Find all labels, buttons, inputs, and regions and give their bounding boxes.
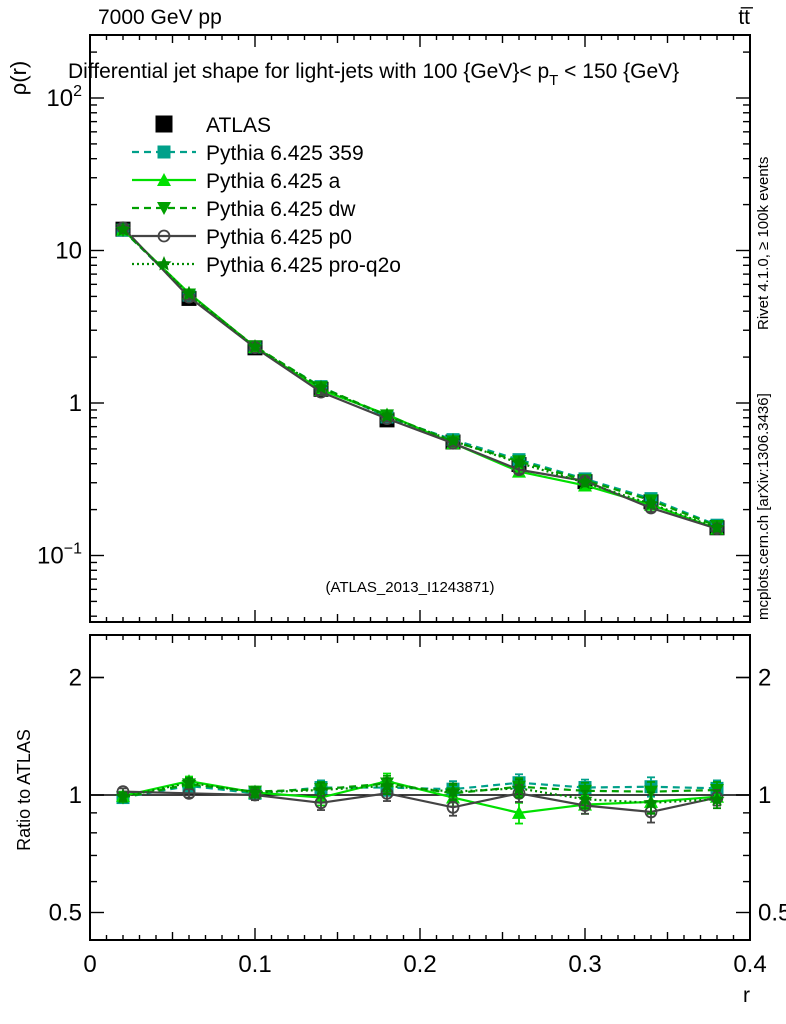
rivet-version-label: Rivet 4.1.0, ≥ 100k events <box>755 157 772 330</box>
legend-label: Pythia 6.425 dw <box>206 198 356 221</box>
x-tick-label: 0.2 <box>403 951 436 978</box>
legend-label: Pythia 6.425 a <box>206 170 341 193</box>
x-tick-labels: 0 0.1 0.2 0.3 0.4 <box>83 951 766 978</box>
legend-item-atlas[interactable]: ATLAS <box>155 114 271 137</box>
data-marker-star <box>156 256 172 271</box>
ratio-tick-label: 2 <box>69 665 82 692</box>
y-tick-label: 10−1 <box>37 541 82 570</box>
data-marker-star <box>445 432 461 448</box>
legend-label: ATLAS <box>206 114 271 137</box>
analysis-watermark: (ATLAS_2013_I1243871) <box>325 579 494 596</box>
data-marker-star <box>643 495 659 511</box>
ratio-tick-label: 1 <box>69 782 82 809</box>
plot-title: Differential jet shape for light-jets wi… <box>68 60 679 89</box>
data-marker-triangle-up <box>157 173 171 186</box>
data-marker-star <box>247 784 263 799</box>
legend-item-pythia-6-425-dw[interactable]: Pythia 6.425 dw <box>132 198 356 221</box>
data-marker-star <box>379 777 395 793</box>
legend[interactable]: ATLAS Pythia 6.425 359 Pythia 6.425 a Pythi… <box>132 114 401 277</box>
data-marker-star <box>445 783 461 799</box>
x-tick-label: 0.1 <box>238 951 271 978</box>
x-tick-label: 0 <box>83 951 96 978</box>
legend-label: Pythia 6.425 pro-q2o <box>206 254 401 277</box>
ratio-tick-label: 0.5 <box>49 900 82 927</box>
ratio-tick-label-right: 2 <box>758 665 771 692</box>
legend-label: Pythia 6.425 p0 <box>206 226 352 249</box>
legend-item-pythia-6-425-p0[interactable]: Pythia 6.425 p0 <box>132 226 352 249</box>
series-pythia-6-425-pro-q2o <box>115 221 725 535</box>
legend-item-pythia-6-425-pro-q2o[interactable]: Pythia 6.425 pro-q2o <box>132 254 401 277</box>
main-panel-frame <box>89 34 751 623</box>
legend-item-pythia-6-425-359[interactable]: Pythia 6.425 359 <box>132 142 364 165</box>
data-marker-triangle-up <box>512 805 526 819</box>
ratio-y-tick-labels: 2 2 1 1 0.5 0.5 <box>49 665 786 927</box>
data-marker-star <box>709 519 725 535</box>
y-axis-title: ρ(r) <box>6 61 31 96</box>
mcplots-source-label: mcplots.cern.ch [arXiv:1306.3436] <box>755 393 772 620</box>
ratio-panel-series <box>115 772 725 825</box>
data-marker-star <box>313 781 329 797</box>
main-panel-series <box>115 221 725 536</box>
ratio-series-pythia-6-425-p0 <box>116 784 724 824</box>
process-label: tt̅ <box>738 6 754 29</box>
ratio-tick-label-right: 1 <box>758 782 771 809</box>
data-marker-square <box>157 145 171 159</box>
data-marker-triangle-down <box>157 202 171 215</box>
data-marker-star <box>313 379 329 395</box>
data-marker-star <box>577 791 593 806</box>
data-marker-star <box>577 474 593 490</box>
ratio-panel-ticks <box>89 635 751 940</box>
data-marker-star <box>379 408 395 423</box>
beam-energy-label: 7000 GeV pp <box>98 6 222 29</box>
data-marker-star <box>247 338 263 354</box>
x-tick-label: 0.4 <box>733 951 766 978</box>
data-marker-star <box>181 774 197 790</box>
data-marker-star <box>115 788 131 804</box>
ratio-series-pythia-6-425-a <box>116 772 724 825</box>
y-tick-label: 102 <box>46 83 82 112</box>
ratio-line <box>122 781 718 804</box>
legend-item-pythia-6-425-a[interactable]: Pythia 6.425 a <box>132 170 341 193</box>
ratio-line <box>122 790 718 814</box>
data-marker-circle <box>446 800 460 814</box>
y-tick-label: 10 <box>55 238 82 265</box>
series-line <box>122 226 718 530</box>
legend-label: Pythia 6.425 359 <box>206 142 364 165</box>
main-y-tick-labels: 102 10 1 10−1 <box>37 83 82 570</box>
ratio-tick-label-right: 0.5 <box>758 900 786 927</box>
ratio-line <box>122 781 718 799</box>
ratio-series-pythia-6-425-pro-q2o <box>115 774 725 815</box>
data-marker-star <box>181 285 197 301</box>
y-tick-label: 1 <box>69 390 82 417</box>
x-axis-title: r <box>743 984 750 1007</box>
data-marker-circle <box>157 229 171 243</box>
main-panel-ticks <box>89 35 751 622</box>
data-marker-star <box>709 791 725 806</box>
series-line <box>122 228 718 529</box>
ratio-axis-title: Ratio to ATLAS <box>14 729 34 851</box>
data-marker-star <box>511 780 527 795</box>
data-marker-square <box>155 115 173 133</box>
data-marker-star <box>643 794 659 810</box>
x-tick-label: 0.3 <box>568 951 601 978</box>
data-marker-star <box>115 221 131 237</box>
data-marker-star <box>511 454 527 470</box>
